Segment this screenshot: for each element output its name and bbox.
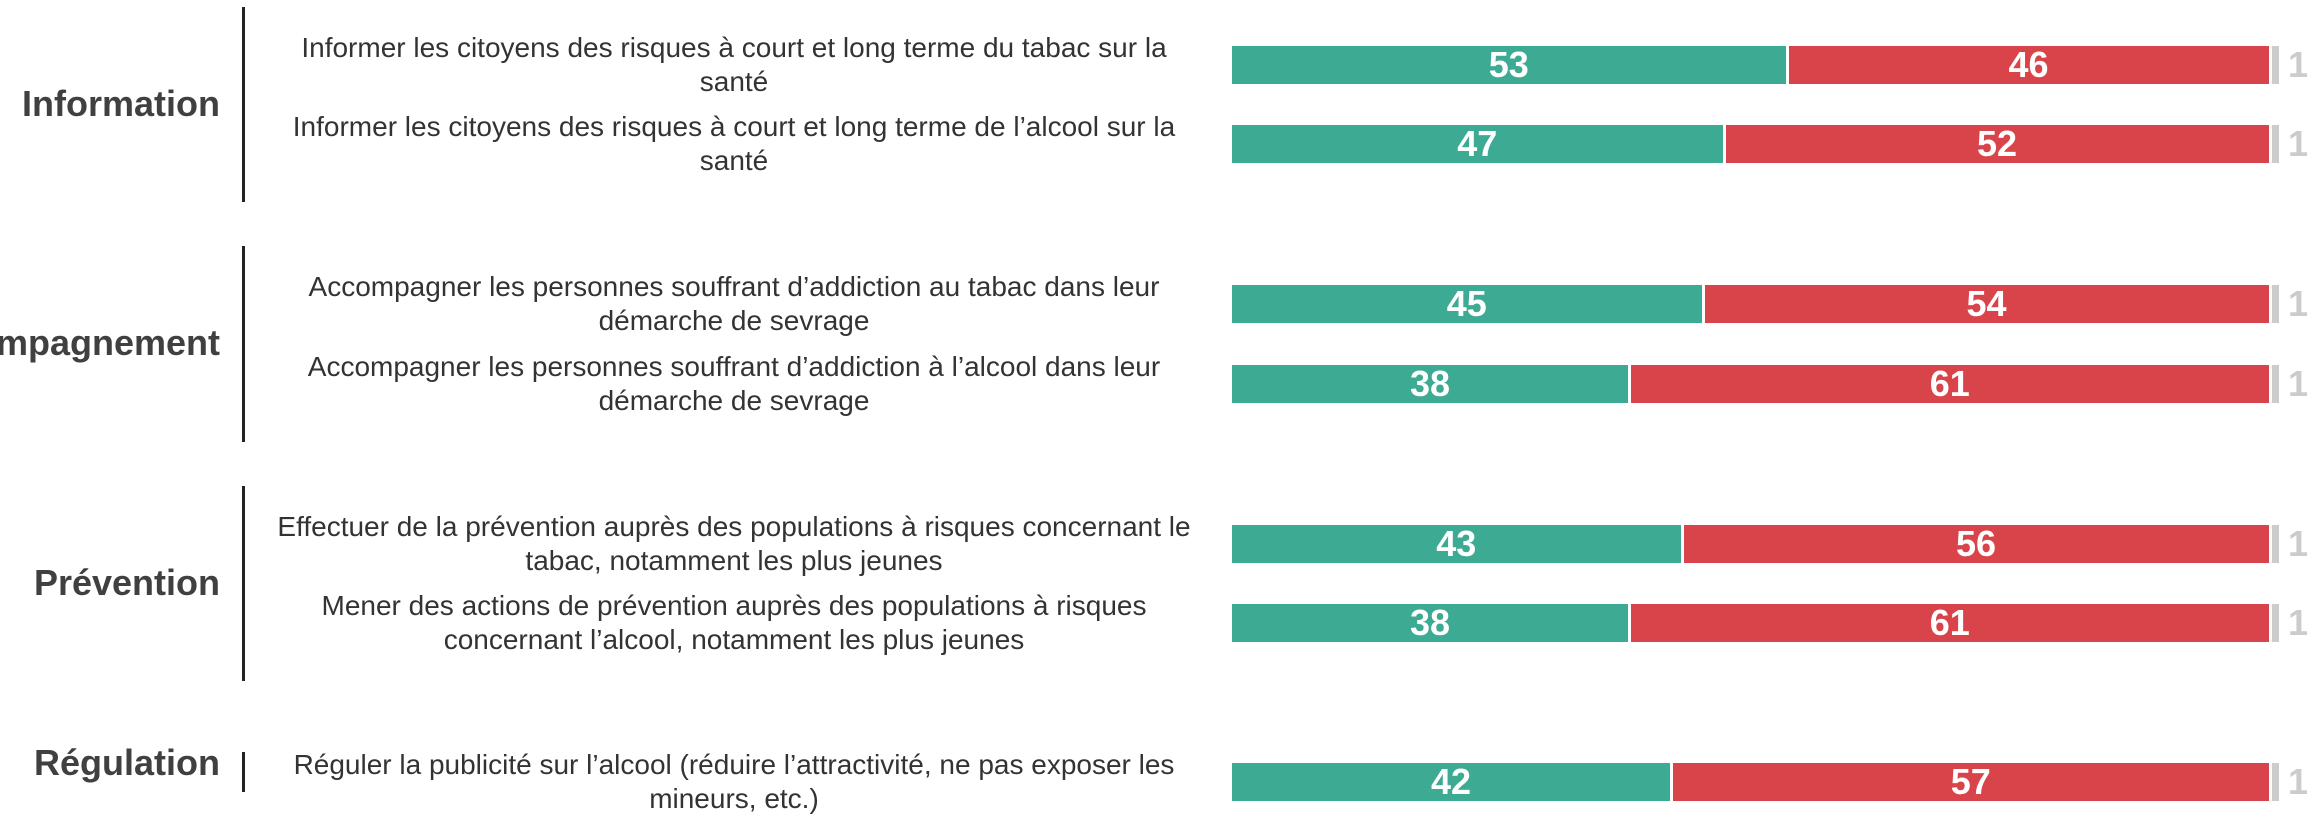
category-label: Informer les citoyens des risques à cour…	[292, 111, 1176, 176]
group-label: Accompagnement	[0, 322, 220, 363]
data-label: 45	[1446, 283, 1487, 324]
data-label: 1	[2288, 123, 2309, 164]
bar-segment	[1232, 285, 1702, 323]
category-label: Informer les citoyens des risques à cour…	[301, 32, 1167, 97]
data-label: 61	[1929, 363, 1970, 404]
data-label: 1	[2288, 761, 2309, 802]
group-label: Information	[22, 82, 220, 124]
bar-segment	[2271, 763, 2279, 801]
data-label: 61	[1929, 602, 1970, 643]
group-label: Prévention	[33, 561, 220, 603]
bar-segment	[2271, 604, 2279, 642]
bar-segment	[1788, 46, 2269, 84]
bar-segment	[2271, 46, 2279, 84]
data-label: 47	[1457, 123, 1498, 164]
group-divider	[242, 486, 245, 681]
data-label: 1	[2288, 44, 2309, 85]
data-label: 38	[1409, 363, 1451, 404]
bar-segment	[1704, 285, 2269, 323]
group-label: Régulation	[34, 742, 220, 783]
bar-segment	[1725, 125, 2269, 163]
data-label: 43	[1436, 523, 1477, 564]
category-label: Effectuer de la prévention auprès des po…	[277, 511, 1191, 576]
group-divider	[242, 7, 245, 202]
bar-segment	[1631, 604, 2269, 642]
data-label: 57	[1950, 761, 1991, 802]
data-label: 42	[1430, 761, 1472, 802]
bar-segment	[2271, 125, 2279, 163]
bar-segment	[1232, 525, 1681, 563]
category-label: Réguler la publicité sur l’alcool (rédui…	[293, 749, 1175, 814]
data-label: 54	[1966, 283, 2007, 324]
bar-segment	[2271, 525, 2279, 563]
group-divider	[242, 752, 245, 792]
data-label: 56	[1955, 523, 1997, 564]
bar-segment	[2271, 365, 2279, 403]
data-label: 46	[2008, 44, 2049, 85]
data-label: 1	[2288, 283, 2309, 324]
data-label: 1	[2288, 363, 2309, 404]
data-label: 1	[2288, 602, 2309, 643]
category-label: Accompagner les personnes souffrant d’ad…	[308, 271, 1160, 336]
bar-segment	[1232, 604, 1628, 642]
group-divider	[242, 246, 245, 442]
bar-segment	[1673, 763, 2269, 801]
bar-segment	[2271, 285, 2279, 323]
bar-segment	[1232, 365, 1628, 403]
bar-segment	[1631, 365, 2269, 403]
data-label: 38	[1409, 602, 1451, 643]
bar-segment	[1232, 763, 1670, 801]
bar-segment	[1683, 525, 2269, 563]
data-label: 52	[1976, 123, 2018, 164]
data-label: 1	[2288, 523, 2309, 564]
category-label: Mener des actions de prévention auprès d…	[321, 590, 1147, 655]
data-label: 53	[1488, 44, 1529, 85]
bar-segment	[1232, 125, 1723, 163]
category-label: Accompagner les personnes souffrant d’ad…	[307, 351, 1161, 416]
bar-segment	[1232, 46, 1786, 84]
